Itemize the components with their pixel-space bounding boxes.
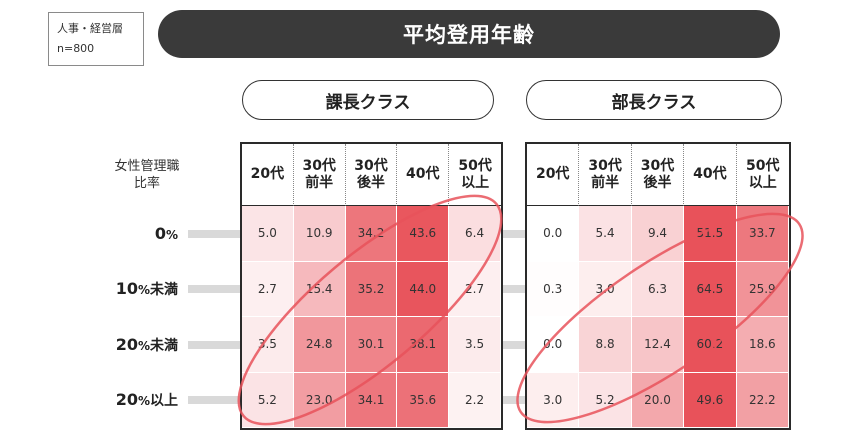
heatmap-cell: 43.6 — [397, 206, 450, 262]
heatmap-cell: 0.0 — [527, 317, 580, 373]
heatmap-cell: 20.0 — [631, 372, 685, 428]
row-label: 20%以上 — [40, 390, 178, 410]
heatmap-cell: 12.4 — [631, 317, 685, 373]
row-label-percent: % — [137, 394, 150, 409]
column-header: 20代 — [527, 144, 580, 206]
heatmap-cell: 8.8 — [579, 317, 632, 373]
section-title-bucho: 部長クラス — [526, 80, 782, 120]
row-connector-bar — [188, 340, 240, 349]
row-connector-bar — [503, 285, 525, 294]
heatmap-cell: 6.4 — [449, 206, 501, 262]
heatmap-cell: 9.4 — [631, 206, 685, 262]
heatmap-cell: 25.9 — [736, 261, 789, 317]
heatmap-bucho: 20代 30代 前半 30代 後半 40代 50代 以上 0.0 5.4 9.4 51.5 33.… — [525, 142, 791, 430]
row-connector-bar — [188, 285, 240, 294]
heatmap-cell: 34.1 — [345, 372, 398, 428]
heatmap-cell: 38.1 — [397, 317, 450, 373]
row-label-percent: % — [137, 283, 150, 298]
heatmap-cell: 15.4 — [293, 261, 346, 317]
sample-info-box: 人事・経営層 n=800 — [48, 12, 144, 66]
row-label: 10%未満 — [40, 279, 178, 299]
heatmap-cell: 2.2 — [449, 372, 501, 428]
heatmap-cell: 35.2 — [345, 261, 398, 317]
row-header-line1: 女性管理職 — [114, 159, 180, 174]
sample-respondents: 人事・経営層 — [57, 22, 123, 35]
column-header: 30代 後半 — [631, 144, 685, 206]
row-header-label: 女性管理職 比率 — [92, 158, 202, 192]
row-label-suffix: 以上 — [150, 393, 178, 410]
heatmap-cell: 5.2 — [579, 372, 632, 428]
row-label: 0% — [40, 224, 178, 244]
row-label-suffix: 未満 — [150, 337, 178, 354]
row-label-percent: % — [137, 338, 150, 353]
section-title-kacho: 課長クラス — [242, 80, 494, 120]
row-connector-bar — [503, 340, 525, 349]
heatmap-cell: 3.0 — [579, 261, 632, 317]
heatmap-cell: 64.5 — [684, 261, 737, 317]
heatmap-cell: 2.7 — [242, 261, 294, 317]
heatmap-cell: 3.5 — [449, 317, 501, 373]
row-connector-bar — [503, 229, 525, 238]
row-label-value: 10 — [115, 279, 138, 299]
column-header: 30代 前半 — [293, 144, 346, 206]
heatmap-cell: 2.7 — [449, 261, 501, 317]
row-label-value: 20 — [115, 390, 138, 410]
heatmap-cell: 44.0 — [397, 261, 450, 317]
page-title: 平均登用年齢 — [158, 10, 780, 58]
column-header: 50代 以上 — [736, 144, 789, 206]
heatmap-cell: 3.5 — [242, 317, 294, 373]
heatmap-cell: 18.6 — [736, 317, 789, 373]
heatmap-cell: 6.3 — [631, 261, 685, 317]
heatmap-cell: 49.6 — [684, 372, 737, 428]
column-header: 30代 後半 — [345, 144, 398, 206]
column-header: 30代 前半 — [579, 144, 632, 206]
heatmap-cell: 10.9 — [293, 206, 346, 262]
row-label-suffix: 未満 — [150, 282, 178, 299]
row-header-line2: 比率 — [133, 176, 160, 191]
row-connector-bar — [188, 396, 240, 405]
row-label: 20%未満 — [40, 335, 178, 355]
heatmap-kacho: 20代 30代 前半 30代 後半 40代 50代 以上 5.0 10.9 34.2 43.6 6… — [240, 142, 503, 430]
heatmap-cell: 34.2 — [345, 206, 398, 262]
heatmap-cell: 24.8 — [293, 317, 346, 373]
heatmap-cell: 35.6 — [397, 372, 450, 428]
heatmap-cell: 0.0 — [527, 206, 580, 262]
row-label-value: 0 — [154, 223, 166, 243]
heatmap-cell: 3.0 — [527, 372, 580, 428]
heatmap-cell: 23.0 — [293, 372, 346, 428]
heatmap-cell: 5.0 — [242, 206, 294, 262]
heatmap-cell: 60.2 — [684, 317, 737, 373]
column-header: 40代 — [684, 144, 737, 206]
row-connector-bar — [188, 229, 240, 238]
heatmap-cell: 0.3 — [527, 261, 580, 317]
column-header: 20代 — [242, 144, 294, 206]
column-header: 50代 以上 — [449, 144, 501, 206]
heatmap-cell: 5.4 — [579, 206, 632, 262]
row-connector-bar — [503, 396, 525, 405]
heatmap-cell: 51.5 — [684, 206, 737, 262]
row-label-percent: % — [165, 227, 178, 242]
heatmap-cell: 30.1 — [345, 317, 398, 373]
row-label-value: 20 — [115, 334, 138, 354]
column-header: 40代 — [397, 144, 450, 206]
sample-size: n=800 — [57, 42, 95, 55]
heatmap-cell: 5.2 — [242, 372, 294, 428]
heatmap-cell: 22.2 — [736, 372, 789, 428]
heatmap-cell: 33.7 — [736, 206, 789, 262]
